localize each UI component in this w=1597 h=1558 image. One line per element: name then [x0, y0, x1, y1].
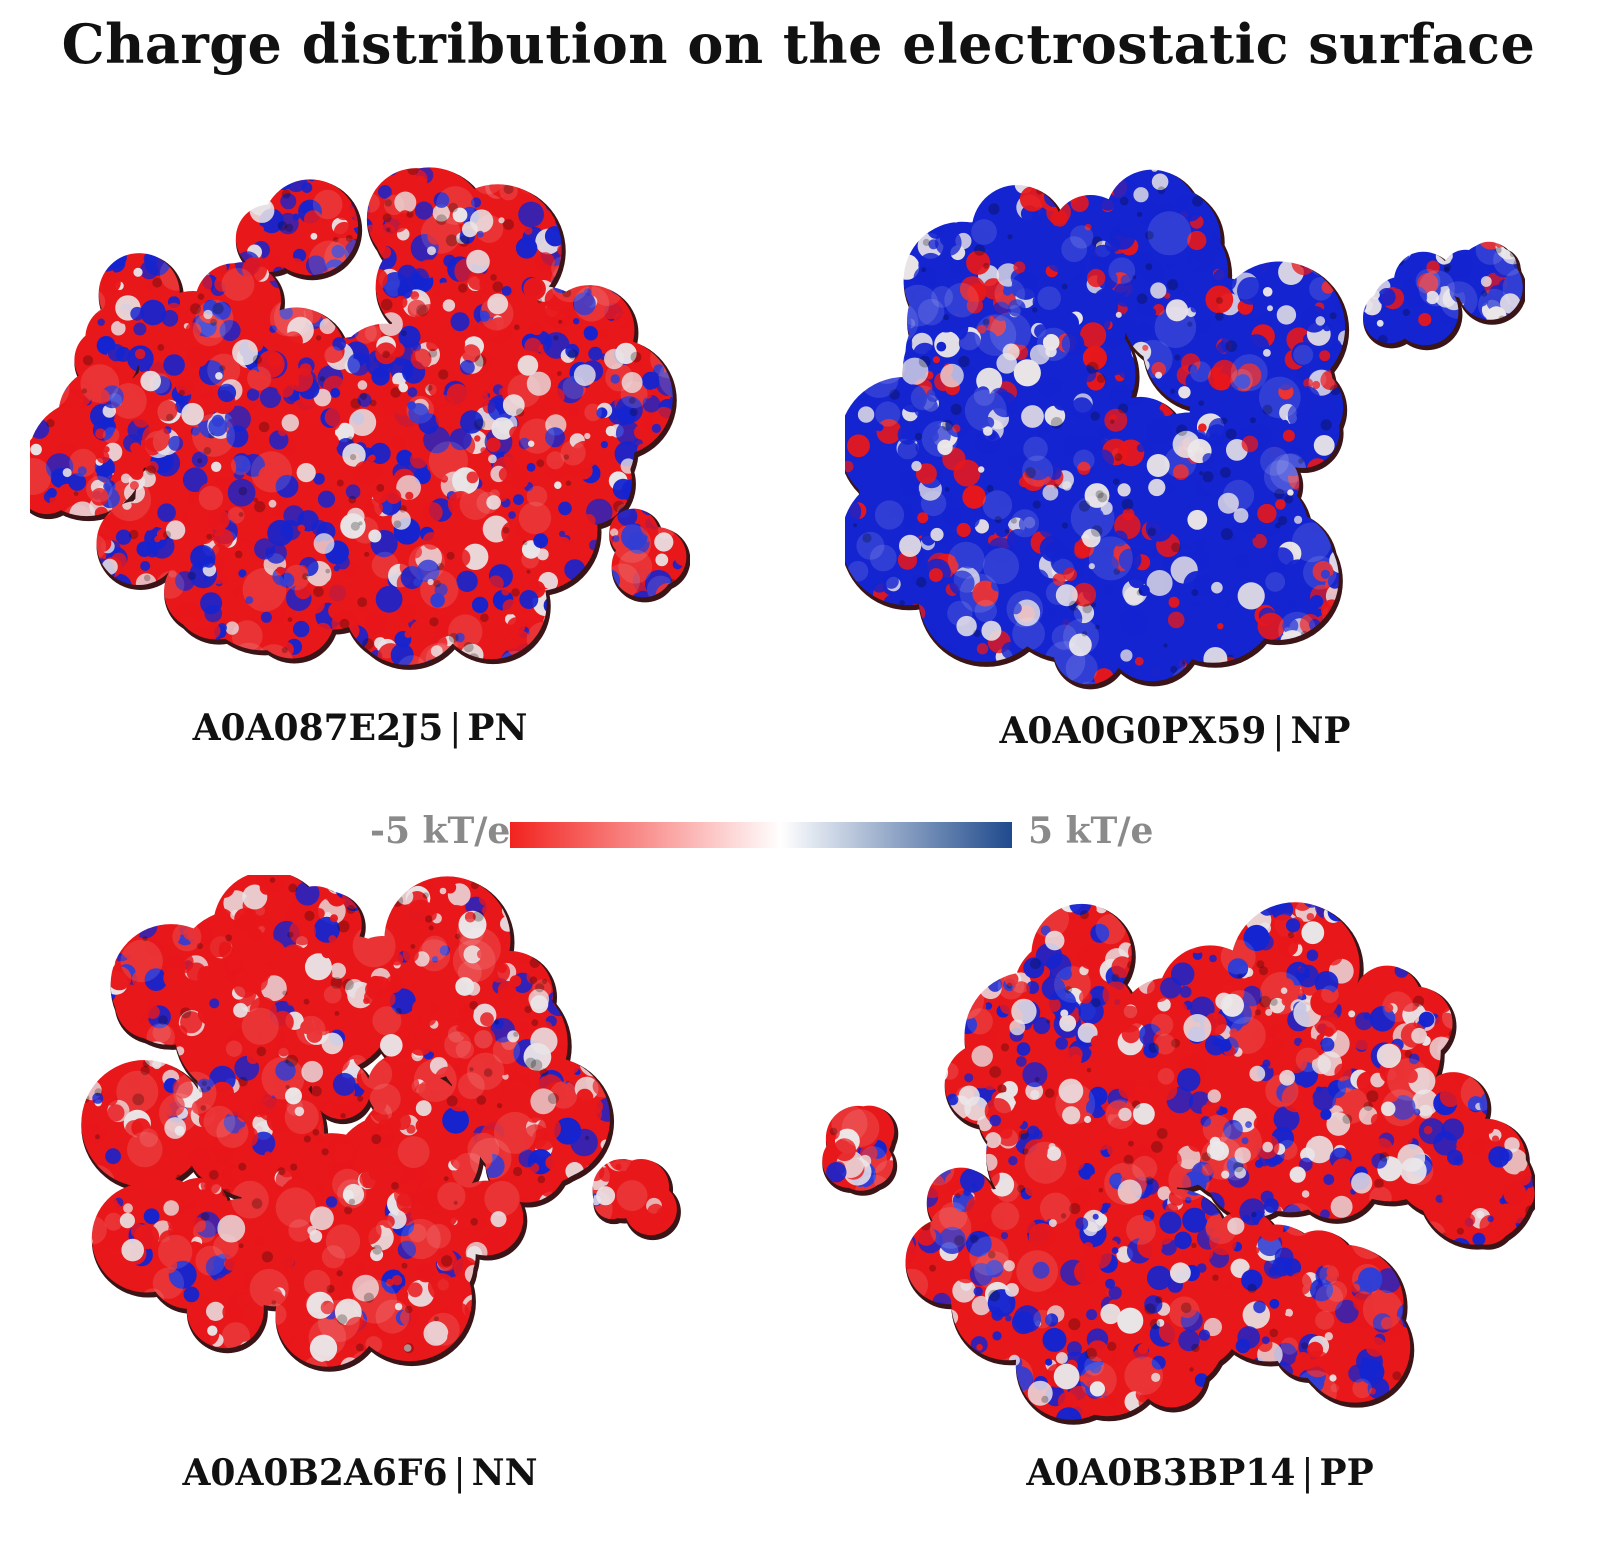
protein-type: NN — [471, 1452, 538, 1494]
protein-id: A0A0B3BP14 — [1026, 1452, 1296, 1494]
protein-id: A0A087E2J5 — [192, 707, 444, 749]
panel-caption: A0A0B3BP14 | PP — [1010, 1452, 1390, 1494]
protein-surface-image — [845, 169, 1525, 690]
protein-surface-image — [30, 167, 690, 670]
surface-panel-pn — [30, 150, 690, 680]
surface-panel-np — [845, 140, 1525, 700]
panel-caption: A0A0G0PX59 | NP — [975, 710, 1375, 752]
protein-id: A0A0G0PX59 — [999, 710, 1267, 752]
colorbar-gradient — [510, 822, 1012, 848]
protein-type: PP — [1319, 1452, 1374, 1494]
caption-separator: | — [453, 1453, 466, 1494]
caption-separator: | — [1272, 711, 1285, 752]
panel-caption: A0A087E2J5 | PN — [170, 707, 550, 749]
colorbar-min-label: -5 kT/e — [370, 810, 511, 852]
protein-id: A0A0B2A6F6 — [182, 1452, 448, 1494]
surface-panel-pp — [815, 875, 1535, 1435]
caption-separator: | — [1301, 1453, 1314, 1494]
protein-surface-image — [81, 875, 681, 1372]
protein-type: NP — [1290, 710, 1351, 752]
protein-type: PN — [467, 707, 528, 749]
figure-title: Charge distribution on the electrostatic… — [61, 12, 1536, 76]
caption-separator: | — [449, 708, 462, 749]
surface-panel-nn — [70, 875, 710, 1385]
panel-caption: A0A0B2A6F6 | NN — [170, 1452, 550, 1494]
colorbar-max-label: 5 kT/e — [1028, 810, 1154, 852]
protein-surface-image — [822, 902, 1535, 1425]
